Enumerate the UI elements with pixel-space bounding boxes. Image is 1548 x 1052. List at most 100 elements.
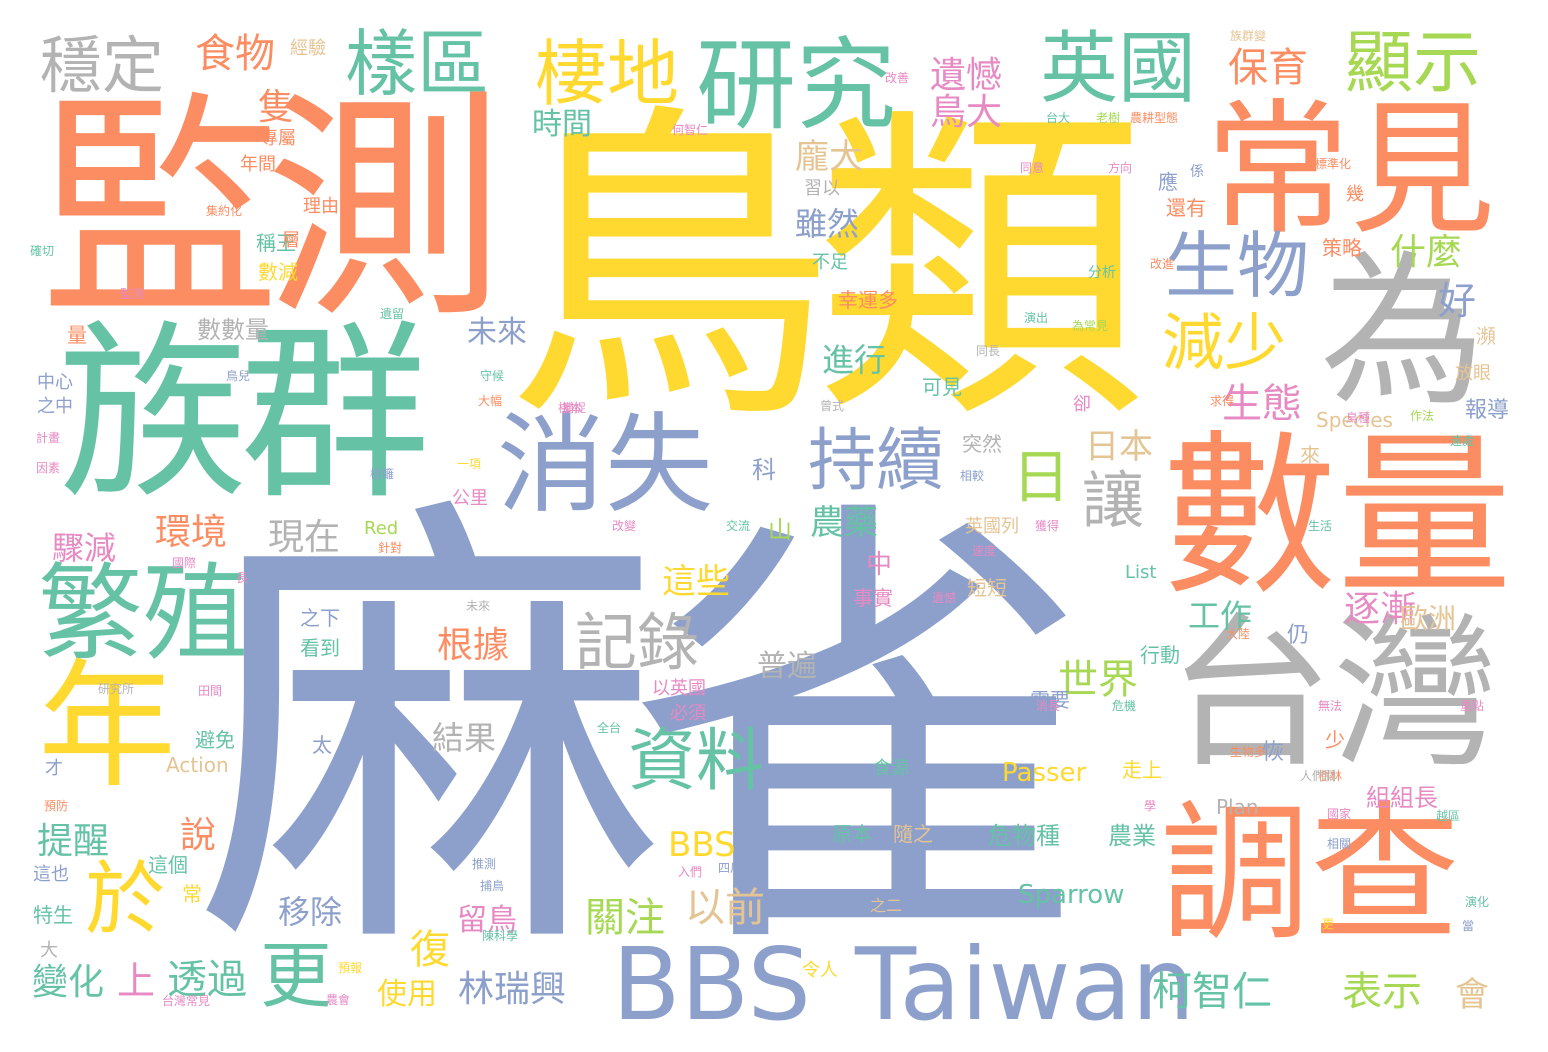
word-cloud-word: 樹林	[1318, 769, 1343, 783]
word-cloud-word: 鳥大	[930, 92, 1003, 133]
word-cloud-word: 雖然	[795, 205, 860, 243]
word-cloud-word: 標準化	[1315, 157, 1352, 171]
word-cloud-word: 山	[768, 516, 792, 544]
word-cloud-word: 少	[1325, 728, 1345, 752]
word-cloud-word: 表示	[1342, 969, 1422, 1015]
word-cloud-word: 恢	[1262, 740, 1285, 765]
word-cloud-word: 台灣常見	[162, 994, 211, 1008]
word-cloud-word: 遠處	[1450, 434, 1475, 448]
word-cloud-word: 公里	[452, 488, 488, 509]
word-cloud-word: 關注	[585, 895, 665, 941]
word-cloud-word: 上	[117, 959, 156, 1003]
word-cloud-word: 現在	[268, 517, 341, 558]
word-cloud-word: 幸運多	[838, 288, 898, 312]
word-cloud-word: 當	[1462, 919, 1475, 933]
word-cloud-word: 大	[40, 940, 58, 961]
word-cloud-word: 放眼	[1455, 363, 1491, 384]
word-cloud-word: 改善	[885, 71, 910, 85]
word-cloud-word: 卻	[1073, 394, 1091, 415]
word-cloud-word: 數數量	[197, 316, 269, 344]
word-cloud-word: 策略	[1322, 236, 1362, 260]
word-cloud-word: Plan	[1216, 795, 1259, 819]
word-cloud-word: 人們關	[1300, 769, 1337, 783]
word-cloud-word: 突然	[962, 432, 1002, 456]
word-cloud-word: 速度	[972, 544, 997, 558]
word-cloud-word: 遺留	[380, 307, 405, 321]
word-cloud-word: 英國列	[965, 516, 1019, 537]
word-cloud-word: 什麼	[1390, 232, 1463, 273]
word-cloud-word: 老樹	[1096, 111, 1121, 125]
word-cloud-word: 普遍	[757, 649, 817, 684]
word-cloud-word: 英國	[1040, 24, 1197, 114]
word-cloud-word: 危物種	[988, 822, 1060, 850]
word-cloud-word: 全台	[597, 721, 622, 735]
word-cloud-word: 專屬	[260, 128, 296, 149]
word-cloud-word: 生物多	[1230, 745, 1267, 759]
word-cloud-word: 世界	[1058, 657, 1138, 703]
word-cloud-word: 特生	[33, 903, 73, 927]
word-cloud-word: 鳥兒	[226, 369, 251, 383]
word-cloud-word: 變化	[32, 962, 105, 1003]
word-cloud-word: 集約化	[206, 204, 243, 218]
word-cloud-word: 消長	[1036, 699, 1061, 713]
word-cloud-word: 走上	[1122, 758, 1162, 782]
word-cloud-word: 使用	[377, 977, 437, 1012]
word-cloud-word: 樹籬	[370, 467, 395, 481]
word-cloud-word: 龐大	[795, 137, 863, 177]
word-cloud-word: 幾	[1346, 184, 1364, 205]
word-cloud-word: Species	[1316, 408, 1393, 432]
word-cloud-word: 入們	[678, 865, 703, 879]
word-cloud-word: 之中	[37, 396, 73, 417]
word-cloud-word: 農業	[1108, 822, 1156, 850]
word-cloud-word: 驟減	[52, 529, 117, 567]
word-cloud-word: 生物	[1165, 224, 1310, 308]
word-cloud-word: 求得	[1210, 394, 1235, 408]
word-cloud-word: 年間	[240, 154, 276, 175]
word-cloud-word: 確切	[30, 244, 55, 258]
word-cloud-word: Sparrow	[1018, 880, 1125, 910]
word-cloud-word: 日	[1012, 443, 1071, 511]
word-cloud-word: 遺憾	[930, 55, 1003, 96]
word-cloud-word: 科	[752, 456, 776, 484]
word-cloud-word: 復	[410, 927, 450, 973]
word-cloud-word: 移除	[278, 893, 343, 931]
word-cloud-word: 穩定	[40, 29, 165, 102]
word-cloud-word: 必須	[670, 703, 706, 724]
word-cloud-word: 報導	[1465, 398, 1510, 423]
word-cloud-word: 資料	[628, 722, 765, 801]
word-cloud-word: 層	[282, 230, 300, 251]
word-cloud-word: 未來	[466, 599, 491, 613]
word-cloud-word: 演化	[1465, 895, 1490, 909]
word-cloud-word: 研究	[696, 27, 896, 144]
word-cloud-word: 調查	[1160, 788, 1461, 962]
word-cloud-word: 作法	[1410, 409, 1435, 423]
word-cloud-word: 記錄	[575, 606, 700, 679]
word-cloud-word: 國家	[1327, 807, 1352, 821]
word-cloud-word: 方向	[1108, 161, 1133, 175]
word-cloud-word: 事實	[853, 586, 893, 610]
word-cloud-word: 根據	[437, 625, 510, 666]
word-cloud-word: 預防	[44, 799, 69, 813]
word-cloud-word: 年	[38, 646, 177, 807]
word-cloud-word: 理由	[303, 196, 339, 217]
word-cloud-word: 繁殖	[38, 553, 249, 675]
word-cloud-word: 重點	[1460, 699, 1485, 713]
word-cloud-word: 未來	[467, 315, 527, 350]
word-cloud-word: 原本	[832, 822, 872, 846]
word-cloud-word: 組組長	[1366, 784, 1438, 812]
word-cloud-word: 大陸	[1226, 627, 1251, 641]
word-cloud-word: Taiwan	[855, 926, 1196, 1043]
word-cloud-word: 短短	[967, 576, 1007, 600]
word-cloud-word: 留鳥	[457, 903, 517, 938]
word-cloud-word: 這也	[33, 864, 69, 885]
word-cloud-word: 台大	[1046, 111, 1071, 125]
word-cloud-word: 讓	[1082, 464, 1145, 537]
word-cloud-word: 稱王	[256, 231, 296, 255]
word-cloud-word: Red	[364, 518, 399, 539]
word-cloud-word: 四川	[718, 861, 743, 875]
word-cloud-word: 提醒	[37, 821, 110, 862]
word-cloud-word: 學	[1144, 799, 1157, 813]
word-cloud-word: 監測	[40, 70, 505, 350]
word-cloud-word: BBS	[668, 825, 736, 865]
word-cloud-word: 同意	[1020, 161, 1045, 175]
